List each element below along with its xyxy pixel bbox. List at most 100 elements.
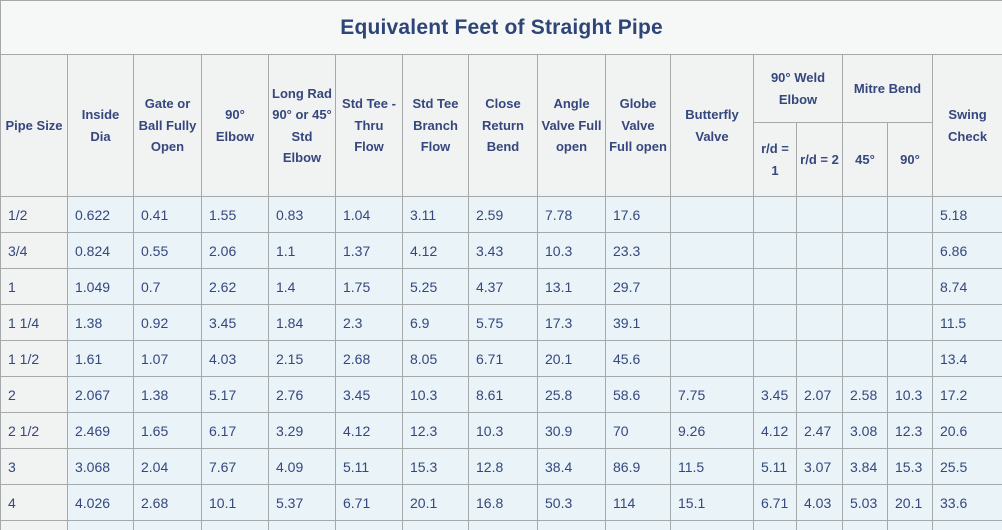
- table-row: 1 1.049 0.7 2.62 1.4 1.75 5.25 4.37 13.1 29.7 8.74: [0, 268, 1002, 305]
- col-header-std-tee-thru: Std Tee - Thru Flow: [335, 54, 403, 197]
- col-header-globe-valve: Globe Valve Full open: [605, 54, 671, 197]
- data-cell: 20.1: [402, 484, 469, 521]
- data-cell: [887, 304, 933, 341]
- data-cell: 1.04: [335, 196, 403, 233]
- data-cell: [887, 232, 933, 269]
- data-cell: [753, 304, 797, 341]
- data-cell: [842, 520, 888, 530]
- data-cell: [133, 520, 202, 530]
- data-cell: 10.3: [402, 376, 469, 413]
- data-cell: 30.9: [537, 412, 606, 449]
- data-cell: 0.622: [67, 196, 134, 233]
- data-cell: [670, 340, 754, 377]
- data-cell: [796, 340, 843, 377]
- data-cell: 25.8: [537, 376, 606, 413]
- data-cell: 5.17: [201, 376, 269, 413]
- data-cell: 3.43: [468, 232, 538, 269]
- page-title: Equivalent Feet of Straight Pipe: [0, 0, 1002, 55]
- data-cell: 5.11: [753, 448, 797, 485]
- data-cell: 2.47: [796, 412, 843, 449]
- table-row: 3 3.068 2.04 7.67 4.09 5.11 15.3 12.8 38.4 86.9 11…: [0, 448, 1002, 485]
- data-cell: 38.4: [537, 448, 606, 485]
- data-cell: 2.067: [67, 376, 134, 413]
- col-header-close-return: Close Return Bend: [468, 54, 538, 197]
- col-header-std-tee-branch: Std Tee Branch Flow: [402, 54, 469, 197]
- data-cell: 3.07: [796, 448, 843, 485]
- data-cell: 10.3: [468, 412, 538, 449]
- data-cell: 20.1: [537, 340, 606, 377]
- data-cell: 1.38: [67, 304, 134, 341]
- data-cell: 5.03: [842, 484, 888, 521]
- data-cell: 10.3: [537, 232, 606, 269]
- data-cell: [753, 196, 797, 233]
- data-cell: [670, 232, 754, 269]
- data-cell: 20.1: [887, 484, 933, 521]
- data-cell: [67, 520, 134, 530]
- data-cell: 86.9: [605, 448, 671, 485]
- data-cell: 10.3: [887, 376, 933, 413]
- col-header-long-rad-elbow: Long Rad 90° or 45° Std Elbow: [268, 54, 336, 197]
- data-cell: 50.3: [537, 484, 606, 521]
- sub-header-rd-1: r/d = 1: [753, 122, 797, 197]
- data-cell: 12.8: [468, 448, 538, 485]
- data-cell: [796, 196, 843, 233]
- table-row: 2 1/2 2.469 1.65 6.17 3.29 4.12 12.3 10.3 30.9 70…: [0, 412, 1002, 449]
- data-cell: 3.84: [842, 448, 888, 485]
- group-header-weld-elbow: 90° Weld Elbow: [753, 54, 843, 123]
- data-cell: 1.37: [335, 232, 403, 269]
- data-cell: 33.6: [931, 484, 1002, 521]
- data-cell: 4.12: [335, 412, 403, 449]
- data-cell: 15.3: [402, 448, 469, 485]
- data-cell: 5.11: [335, 448, 403, 485]
- data-cell: 114: [605, 484, 671, 521]
- data-cell: 0.824: [67, 232, 134, 269]
- table-row: 4 4.026 2.68 10.1 5.37 6.71 20.1 16.8 50.3 114 15.…: [0, 484, 1002, 521]
- pipe-size-cell: 1 1/4: [0, 304, 68, 341]
- data-cell: [753, 232, 797, 269]
- pipe-size-cell: 3/4: [0, 232, 68, 269]
- data-cell: 0.92: [133, 304, 202, 341]
- data-cell: [201, 520, 269, 530]
- data-cell: 12.3: [887, 412, 933, 449]
- data-cell: 20.6: [931, 412, 1002, 449]
- data-cell: [753, 520, 797, 530]
- data-cell: 2.62: [201, 268, 269, 305]
- header-row-top: Pipe Size Inside Dia Gate or Ball Fully …: [0, 54, 1002, 197]
- data-cell: [796, 304, 843, 341]
- data-cell: 1.84: [268, 304, 336, 341]
- data-cell: 6.9: [402, 304, 469, 341]
- data-cell: 8.05: [402, 340, 469, 377]
- data-cell: 5.18: [931, 196, 1002, 233]
- data-cell: 45.6: [605, 340, 671, 377]
- sub-header-mitre-45: 45°: [842, 122, 888, 197]
- data-cell: 3.068: [67, 448, 134, 485]
- data-cell: 6.71: [468, 340, 538, 377]
- data-cell: 2.15: [268, 340, 336, 377]
- data-cell: [887, 268, 933, 305]
- data-cell: 3.11: [402, 196, 469, 233]
- data-cell: 1.61: [67, 340, 134, 377]
- sub-header-mitre-90: 90°: [887, 122, 933, 197]
- title-row: Equivalent Feet of Straight Pipe: [0, 0, 1002, 55]
- col-header-angle-valve: Angle Valve Full open: [537, 54, 606, 197]
- data-cell: 7.78: [537, 196, 606, 233]
- data-cell: 4.12: [753, 412, 797, 449]
- data-cell: [842, 196, 888, 233]
- data-cell: 3.08: [842, 412, 888, 449]
- data-cell: 3.45: [753, 376, 797, 413]
- data-cell: [887, 196, 933, 233]
- data-cell: 3.45: [335, 376, 403, 413]
- data-cell: 6.17: [201, 412, 269, 449]
- data-cell: 1.4: [268, 268, 336, 305]
- data-cell: 8.61: [468, 376, 538, 413]
- pipe-size-cell: 2 1/2: [0, 412, 68, 449]
- data-cell: 0.83: [268, 196, 336, 233]
- data-cell: [468, 520, 538, 530]
- table-row: 1 1/2 1.61 1.07 4.03 2.15 2.68 8.05 6.71 20.1 45.…: [0, 340, 1002, 377]
- table-row: 2 2.067 1.38 5.17 2.76 3.45 10.3 8.61 25.8 58.6 7.…: [0, 376, 1002, 413]
- data-cell: 29.7: [605, 268, 671, 305]
- data-cell: 4.026: [67, 484, 134, 521]
- data-cell: 4.03: [796, 484, 843, 521]
